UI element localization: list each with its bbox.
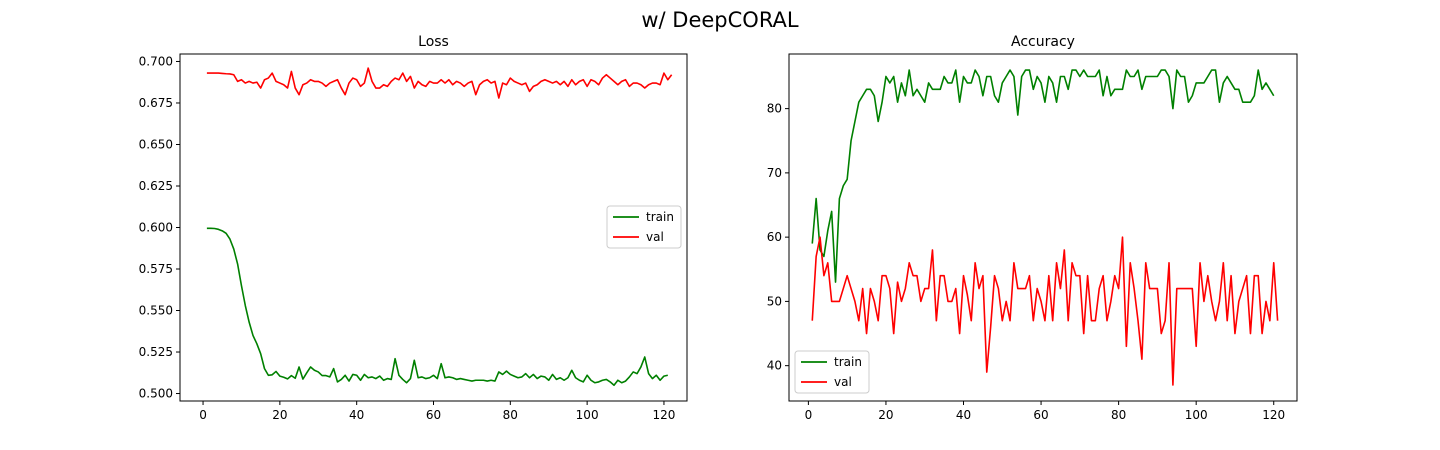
y-tick-label: 0.550 — [139, 304, 173, 318]
series-line-train — [811, 69, 1275, 283]
y-tick-label: 0.675 — [139, 96, 173, 110]
y-tick-label: 60 — [767, 230, 782, 244]
x-tick-label: 0 — [199, 408, 207, 422]
axes-frame — [179, 53, 688, 402]
y-tick-label: 70 — [767, 166, 782, 180]
x-tick-label: 100 — [576, 408, 599, 422]
x-tick-label: 60 — [426, 408, 441, 422]
y-tick-label: 50 — [767, 294, 782, 308]
legend: train val — [794, 350, 870, 394]
x-tick-label: 0 — [805, 408, 813, 422]
legend-label-val: val — [834, 375, 852, 389]
legend-label-train: train — [646, 210, 674, 224]
axes-frame — [788, 53, 1298, 402]
x-tick-label: 80 — [503, 408, 518, 422]
x-tick-label: 120 — [1262, 408, 1285, 422]
subplot-title: Accuracy — [1011, 34, 1075, 50]
y-tick-label: 0.575 — [139, 262, 173, 276]
x-tick-label: 20 — [272, 408, 287, 422]
y-tick-label: 0.625 — [139, 179, 173, 193]
y-tick-label: 0.500 — [139, 387, 173, 401]
loss-subplot: Loss 0 20 40 60 80 100 120 0.500 0.525 0.550 0.575 0… — [139, 34, 688, 422]
x-tick-label: 40 — [956, 408, 971, 422]
x-tick-label: 80 — [1111, 408, 1126, 422]
y-tick-label: 80 — [767, 102, 782, 116]
x-tick-label: 120 — [653, 408, 676, 422]
x-tick-label: 20 — [878, 408, 893, 422]
legend-label-val: val — [646, 230, 664, 244]
series-line-train — [206, 227, 668, 387]
series-line-val — [206, 67, 673, 99]
accuracy-subplot: Accuracy 0 20 40 60 80 100 120 40 50 60 70 80 train va… — [767, 34, 1298, 422]
y-tick-label: 0.650 — [139, 137, 173, 151]
y-tick-label: 40 — [767, 359, 782, 373]
x-tick-label: 100 — [1185, 408, 1208, 422]
legend: train val — [606, 205, 682, 249]
x-tick-label: 60 — [1033, 408, 1048, 422]
figure-suptitle: w/ DeepCORAL — [641, 8, 799, 32]
series-line-val — [811, 236, 1279, 386]
y-tick-label: 0.525 — [139, 345, 173, 359]
x-tick-label: 40 — [349, 408, 364, 422]
legend-label-train: train — [834, 355, 862, 369]
y-tick-label: 0.600 — [139, 221, 173, 235]
y-tick-label: 0.700 — [139, 54, 173, 68]
subplot-title: Loss — [418, 34, 449, 50]
